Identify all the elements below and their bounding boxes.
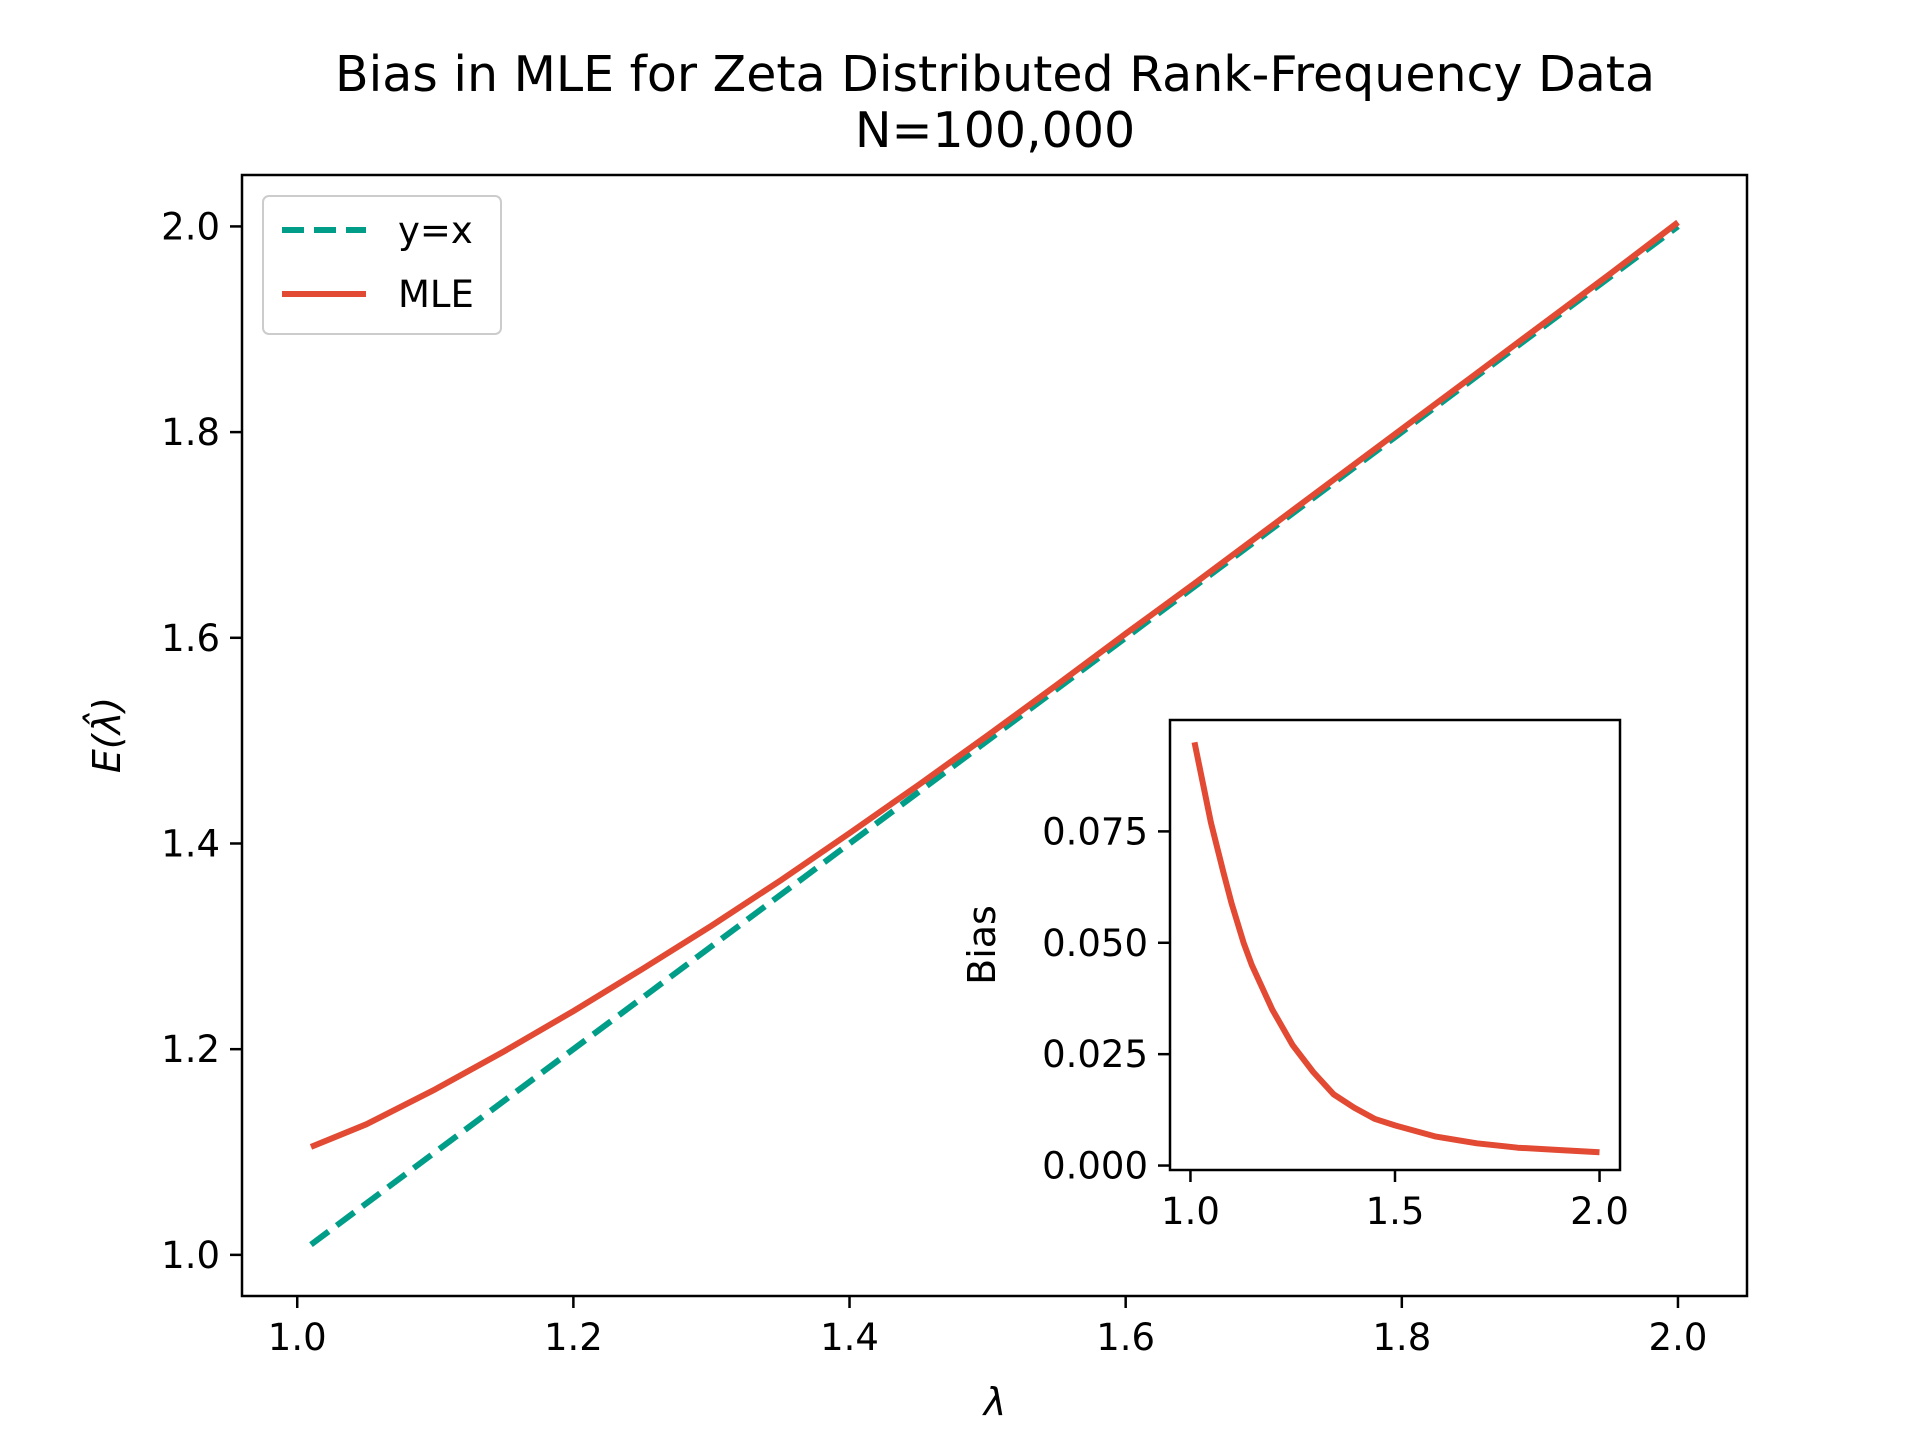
inset-x-tick-label: 1.5 [1366,1190,1425,1233]
main-y-tick-label: 1.0 [161,1234,220,1277]
inset-plot: 1.0 1.5 2.0 0.000 0.025 0.050 0.075 Bias [960,718,1629,1233]
main-plot-frame [240,173,1749,1298]
main-series-layer [309,219,1680,1248]
main-x-tick-label: 2.0 [1649,1316,1708,1359]
main-tick-layer: 1.0 1.2 1.4 1.6 1.8 2.0 1.0 1.2 1.4 1.6 1.8 2.0 [161,205,1707,1359]
main-y-tick-label: 1.4 [161,822,220,865]
main-y-tick-label: 1.2 [161,1028,220,1071]
inset-y-tick-label: 0.075 [1042,810,1148,853]
main-series-mle [309,219,1680,1150]
main-x-tick-label: 1.4 [820,1316,879,1359]
main-y-tick-label: 1.6 [161,617,220,660]
chart-title: Bias in MLE for Zeta Distributed Rank-Fr… [335,46,1655,103]
main-y-tick-label: 1.8 [161,411,220,454]
main-x-tick-label: 1.6 [1096,1316,1155,1359]
inset-tick-layer: 1.0 1.5 2.0 0.000 0.025 0.050 0.075 [1042,810,1629,1233]
x-axis-label: λ [982,1380,1007,1424]
inset-series-layer [1191,741,1600,1156]
legend: y=x MLE [262,195,502,335]
chart-subtitle: N=100,000 [855,102,1135,159]
main-y-tick-label: 2.0 [161,205,220,248]
legend-label-identity: y=x [398,209,473,252]
inset-y-tick-label: 0.050 [1042,922,1148,965]
y-axis-label: E(λ̂) [83,697,129,773]
inset-x-tick-label: 2.0 [1570,1190,1629,1233]
main-x-tick-label: 1.0 [268,1316,327,1359]
inset-background [1170,720,1620,1170]
inset-y-tick-label: 0.025 [1042,1033,1148,1076]
main-x-tick-label: 1.8 [1372,1316,1431,1359]
inset-y-tick-label: 0.000 [1042,1145,1148,1188]
inset-x-tick-label: 1.0 [1161,1190,1220,1233]
main-x-tick-label: 1.2 [544,1316,603,1359]
main-plot: 1.0 1.2 1.4 1.6 1.8 2.0 1.0 1.2 1.4 1.6 1.8 2.0 λ E… [83,173,1749,1424]
inset-series-bias [1191,741,1600,1156]
inset-y-axis-label: Bias [960,905,1004,985]
legend-label-mle: MLE [398,273,474,316]
